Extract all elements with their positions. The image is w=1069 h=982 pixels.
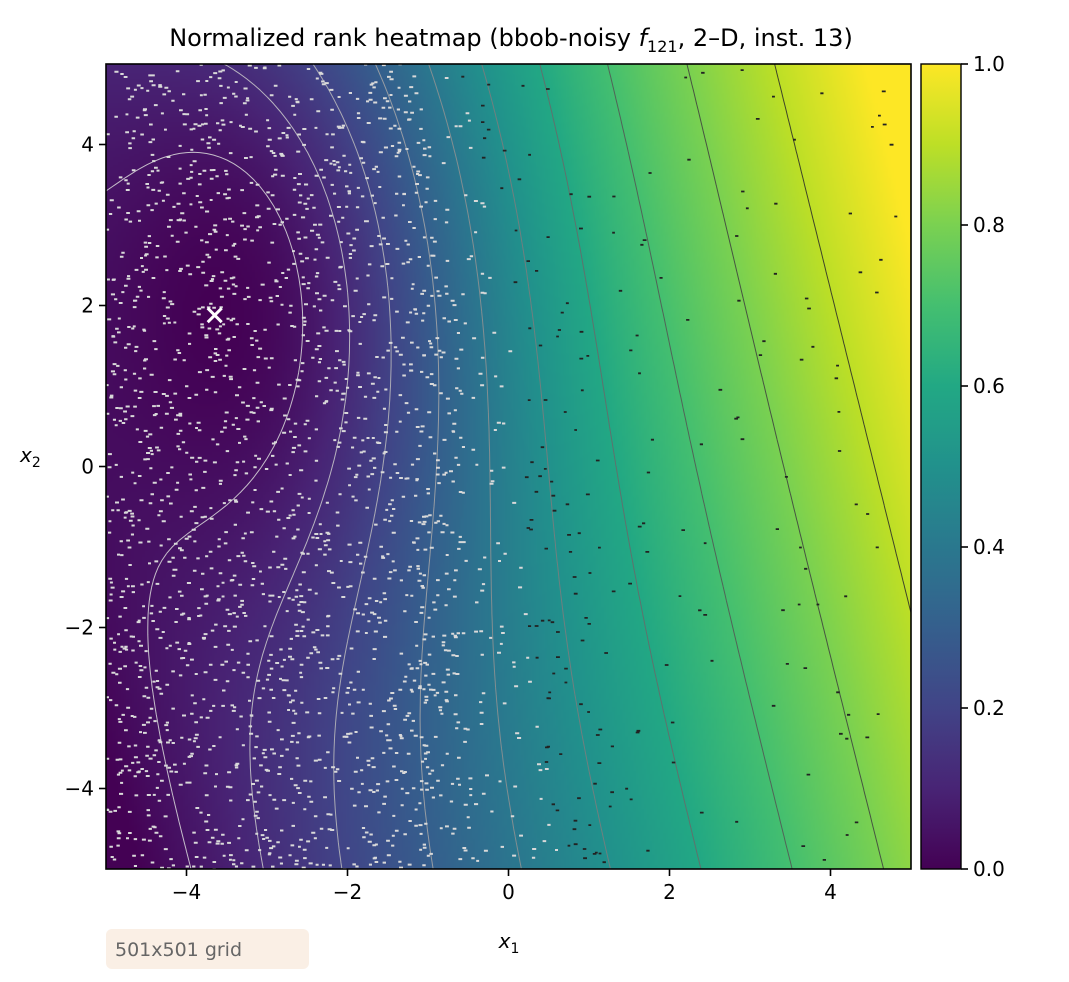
contour-line <box>374 64 440 869</box>
optimum-marker <box>206 307 223 324</box>
noise-points-dark <box>461 69 898 864</box>
colorbar-tick-label: 0.4 <box>973 535 1005 559</box>
x-tick-label: −2 <box>333 880 362 904</box>
contour-line <box>539 64 702 869</box>
x-axis-label: x1 <box>498 929 520 957</box>
heatmap-image <box>106 64 911 869</box>
grid-note-box <box>106 929 309 969</box>
heatmap-area <box>106 64 911 869</box>
optimum-marker-stroke <box>206 307 223 324</box>
y-tick-label: −4 <box>65 777 94 801</box>
y-tick-label: 4 <box>81 133 94 157</box>
grid-note: 501x501 grid <box>106 929 309 969</box>
noise-points-light <box>106 64 558 869</box>
x-tick-label: 4 <box>824 880 837 904</box>
chart-title: Normalized rank heatmap (bbob-noisy f121… <box>169 24 853 56</box>
colorbar-tick-label: 0.8 <box>973 213 1005 237</box>
y-tick-label: 0 <box>81 455 94 479</box>
y-axis-label: x2 <box>19 443 41 471</box>
contour-line <box>607 64 793 869</box>
colorbar: 0.0 0.2 0.4 0.6 0.8 1.0 <box>920 52 1005 881</box>
contour-line <box>223 64 351 869</box>
x-axis-ticks: −4 −2 0 2 4 <box>172 869 837 904</box>
colorbar-tick-label: 1.0 <box>973 52 1005 76</box>
x-tick-label: 0 <box>502 880 515 904</box>
noise-scatter <box>106 64 898 869</box>
x-tick-label: 2 <box>663 880 676 904</box>
colorbar-ticks: 0.0 0.2 0.4 0.6 0.8 1.0 <box>961 52 1005 881</box>
contour-line <box>481 64 611 869</box>
colorbar-tick-label: 0.2 <box>973 696 1005 720</box>
contour-lines <box>106 64 911 869</box>
grid-note-text: 501x501 grid <box>115 939 242 961</box>
colorbar-tick-label: 0.0 <box>973 857 1005 881</box>
y-axis-ticks: −4 −2 0 2 4 <box>65 133 106 801</box>
x-tick-label: −4 <box>172 880 201 904</box>
y-tick-label: 2 <box>81 294 94 318</box>
colorbar-tick-label: 0.6 <box>973 374 1005 398</box>
contour-line <box>428 64 522 869</box>
y-tick-label: −2 <box>65 616 94 640</box>
colorbar-bar <box>920 63 962 870</box>
contour-line <box>106 151 304 869</box>
contour-line <box>312 64 392 869</box>
